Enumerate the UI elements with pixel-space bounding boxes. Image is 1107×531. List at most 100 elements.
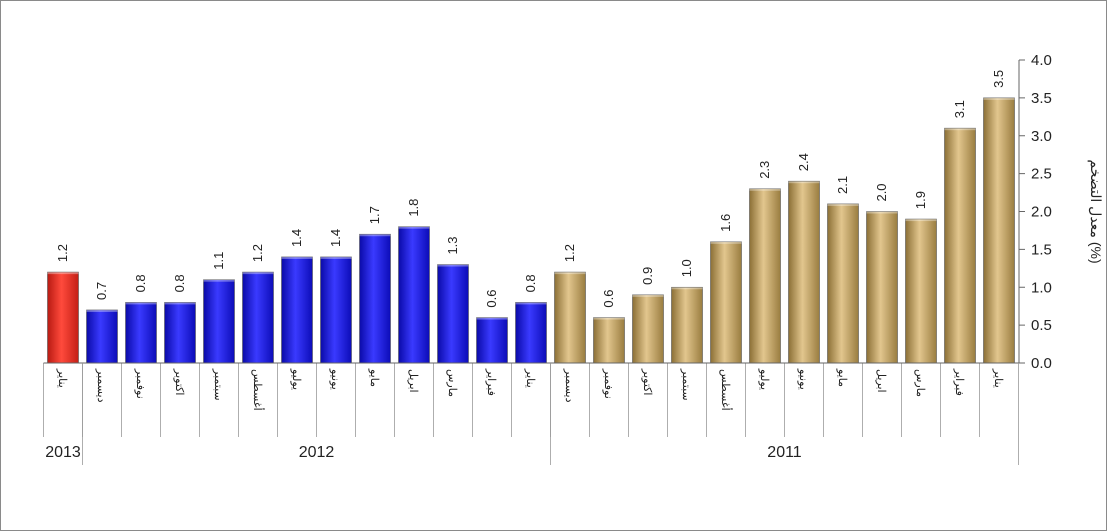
bar-cap-2012-12 — [86, 309, 118, 312]
month-label-2011-8: أغسطس — [719, 369, 733, 411]
bar-2011-7 — [749, 188, 781, 364]
bar-2011-6 — [788, 180, 820, 364]
bar-cap-2011-3 — [905, 219, 937, 222]
bar-2012-10 — [164, 302, 196, 364]
bar-2012-6 — [320, 256, 352, 364]
month-label-2012-4: ابريل — [407, 369, 419, 393]
bar-2011-11 — [593, 317, 625, 364]
bar-2013-1 — [47, 271, 79, 364]
value-label-2012-1: 0.8 — [523, 274, 538, 292]
bar-cap-2011-7 — [749, 188, 781, 191]
y-tick-label: 3.5 — [1031, 90, 1052, 107]
bar-cap-2012-4 — [398, 226, 430, 229]
value-label-2012-5: 1.7 — [367, 206, 382, 224]
month-label-2012-2: فبراير — [485, 368, 497, 396]
bar-2012-9 — [203, 279, 235, 364]
bar-2012-11 — [125, 302, 157, 364]
month-label-2011-2: فبراير — [953, 368, 965, 396]
year-label-2012: 2012 — [299, 444, 335, 461]
month-label-2012-5: مايو — [368, 368, 380, 387]
bar-cap-2011-9 — [671, 287, 703, 290]
value-label-2011-8: 1.6 — [718, 214, 733, 232]
bar-2012-2 — [476, 317, 508, 364]
bar-cap-2011-11 — [593, 317, 625, 320]
y-tick-label: 0.5 — [1031, 317, 1052, 334]
value-label-2012-9: 1.1 — [211, 252, 226, 270]
bar-2011-1 — [983, 97, 1015, 364]
bar-2011-4 — [866, 211, 898, 364]
month-label-2012-10: اكتوبر — [173, 368, 185, 395]
value-label-2012-8: 1.2 — [250, 244, 265, 262]
value-label-2012-7: 1.4 — [289, 229, 304, 247]
bar-2012-8 — [242, 271, 274, 364]
bar-2011-10 — [632, 294, 664, 364]
month-label-2012-1: يناير — [524, 368, 536, 388]
month-label-2011-5: مايو — [836, 368, 848, 387]
bar-cap-2011-10 — [632, 294, 664, 297]
month-label-2012-3: مارس — [446, 369, 458, 397]
y-tick-label: 2.5 — [1031, 166, 1052, 183]
bar-cap-2012-2 — [476, 317, 508, 320]
month-label-2011-9: سبتمبر — [680, 368, 692, 401]
value-label-2011-6: 2.4 — [796, 153, 811, 171]
value-label-2012-6: 1.4 — [328, 229, 343, 247]
value-label-2011-7: 2.3 — [757, 161, 772, 179]
value-label-2011-2: 3.1 — [952, 100, 967, 118]
bar-2011-8 — [710, 241, 742, 364]
month-label-2012-9: سبتمبر — [212, 368, 224, 401]
bar-2011-5 — [827, 203, 859, 364]
month-label-2011-11: نوفمبر — [602, 368, 614, 399]
value-label-2011-11: 0.6 — [601, 290, 616, 308]
year-label-2013: 2013 — [45, 444, 81, 461]
bar-2012-3 — [437, 264, 469, 364]
y-tick-label: 0.0 — [1031, 355, 1052, 372]
year-label-2011: 2011 — [767, 444, 802, 461]
month-label-2011-4: ابريل — [875, 369, 887, 393]
bar-cap-2011-6 — [788, 181, 820, 184]
month-label-2012-12: ديسمبر — [95, 368, 107, 403]
y-tick-label: 1.0 — [1031, 279, 1052, 296]
bar-cap-2012-9 — [203, 279, 235, 282]
bar-cap-2012-1 — [515, 302, 547, 305]
bar-2012-12 — [86, 309, 118, 364]
month-label-2012-8: أغسطس — [251, 369, 265, 411]
bar-cap-2012-6 — [320, 256, 352, 259]
bar-2012-1 — [515, 302, 547, 364]
month-label-2011-10: اكتوبر — [641, 368, 653, 395]
bar-cap-2012-11 — [125, 302, 157, 305]
month-label-2011-1: يناير — [992, 368, 1004, 388]
value-label-2012-11: 0.8 — [133, 274, 148, 292]
y-axis-title: معدل التضخم (%) — [1087, 159, 1104, 263]
y-tick-label: 1.5 — [1031, 241, 1052, 258]
bar-2012-5 — [359, 233, 391, 364]
bar-cap-2011-12 — [554, 272, 586, 275]
month-label-2012-6: يونيو — [329, 368, 341, 390]
value-label-2011-4: 2.0 — [874, 183, 889, 201]
value-label-2012-12: 0.7 — [94, 282, 109, 300]
y-tick-label: 2.0 — [1031, 204, 1052, 221]
month-label-2011-7: يوليو — [758, 368, 770, 390]
y-tick-label: 4.0 — [1031, 52, 1052, 69]
month-label-2011-6: يونيو — [797, 368, 809, 390]
bar-cap-2011-4 — [866, 211, 898, 214]
bar-cap-2012-3 — [437, 264, 469, 267]
bar-2011-9 — [671, 286, 703, 364]
value-label-2011-5: 2.1 — [835, 176, 850, 194]
value-label-2012-4: 1.8 — [406, 199, 421, 217]
month-label-2011-3: مارس — [914, 369, 926, 397]
bar-cap-2011-2 — [944, 128, 976, 131]
value-label-2012-3: 1.3 — [445, 236, 460, 254]
value-label-2012-10: 0.8 — [172, 274, 187, 292]
bar-2012-7 — [281, 256, 313, 364]
month-label-2012-7: يوليو — [290, 368, 302, 390]
value-label-2011-12: 1.2 — [562, 244, 577, 262]
bar-cap-2012-7 — [281, 256, 313, 259]
bar-2011-2 — [944, 127, 976, 364]
month-label-2013-1: يناير — [56, 368, 68, 388]
value-label-2013-1: 1.2 — [55, 244, 70, 262]
y-tick-label: 3.0 — [1031, 128, 1052, 145]
bar-cap-2012-10 — [164, 302, 196, 305]
value-label-2012-2: 0.6 — [484, 290, 499, 308]
value-label-2011-10: 0.9 — [640, 267, 655, 285]
